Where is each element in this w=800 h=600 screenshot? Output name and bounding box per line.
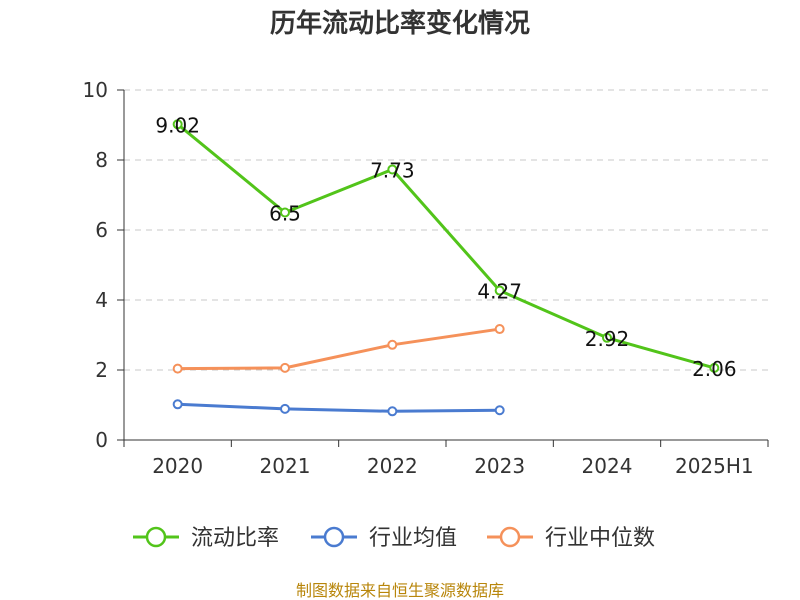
- series-layer: [172, 119, 720, 417]
- y-tick-label: 4: [95, 288, 108, 312]
- series-line: [177, 327, 500, 371]
- data-point: [280, 403, 290, 414]
- axes: 0 2 4 6 8 10 2020 2021 2022 2023 2024 2025H1: [83, 78, 769, 478]
- legend-label: 流动比率: [191, 526, 279, 551]
- series-2: [172, 324, 505, 374]
- data-point: [172, 399, 183, 410]
- legend-marker-icon: [499, 526, 521, 548]
- legend-marker-icon: [145, 526, 167, 548]
- legend-item-1[interactable]: 行业均值: [311, 526, 457, 551]
- data-label: 7.73: [370, 158, 415, 182]
- x-tick-label: 2023: [474, 454, 525, 478]
- legend-item-2[interactable]: 行业中位数: [487, 526, 655, 551]
- y-tick-label: 6: [95, 218, 108, 242]
- y-tick-label: 2: [95, 358, 108, 382]
- data-point: [172, 363, 183, 374]
- data-point: [387, 339, 398, 350]
- data-point: [494, 285, 505, 296]
- series-0: [172, 119, 720, 373]
- x-tick-label: 2024: [582, 454, 633, 478]
- data-label: 9.02: [155, 113, 200, 137]
- series-line: [176, 123, 715, 370]
- data-label: 2.06: [692, 357, 737, 381]
- data-point: [494, 324, 505, 335]
- data-label: 2.92: [585, 327, 630, 351]
- legend-label: 行业中位数: [545, 526, 655, 551]
- legend-label: 行业均值: [369, 526, 457, 551]
- y-tick-label: 0: [95, 428, 108, 452]
- y-tick-label: 10: [83, 78, 108, 102]
- x-tick-label: 2025H1: [675, 454, 754, 478]
- legend-item-0[interactable]: 流动比率: [133, 526, 279, 551]
- x-tick-label: 2022: [367, 454, 418, 478]
- series-line: [177, 402, 500, 413]
- data-point: [387, 406, 398, 417]
- series-1: [172, 399, 505, 417]
- x-tick-label: 2020: [152, 454, 203, 478]
- data-point: [280, 207, 290, 218]
- legend[interactable]: 流动比率 行业均值 行业中位数: [133, 526, 655, 551]
- source-note: 制图数据来自恒生聚源数据库: [296, 581, 504, 600]
- data-label: 4.27: [477, 280, 522, 304]
- x-tick-label: 2021: [260, 454, 311, 478]
- chart-title: 历年流动比率变化情况: [270, 8, 530, 39]
- data-point: [709, 362, 720, 373]
- data-point: [494, 405, 505, 416]
- data-point: [280, 362, 290, 373]
- data-point: [602, 332, 612, 343]
- data-labels: 9.02 6.5 7.73 4.27 2.92 2.06: [155, 113, 736, 381]
- y-tick-label: 8: [95, 148, 108, 172]
- data-point: [172, 119, 183, 130]
- legend-marker-icon: [323, 526, 345, 548]
- data-label: 6.5: [269, 202, 301, 226]
- data-point: [387, 164, 398, 175]
